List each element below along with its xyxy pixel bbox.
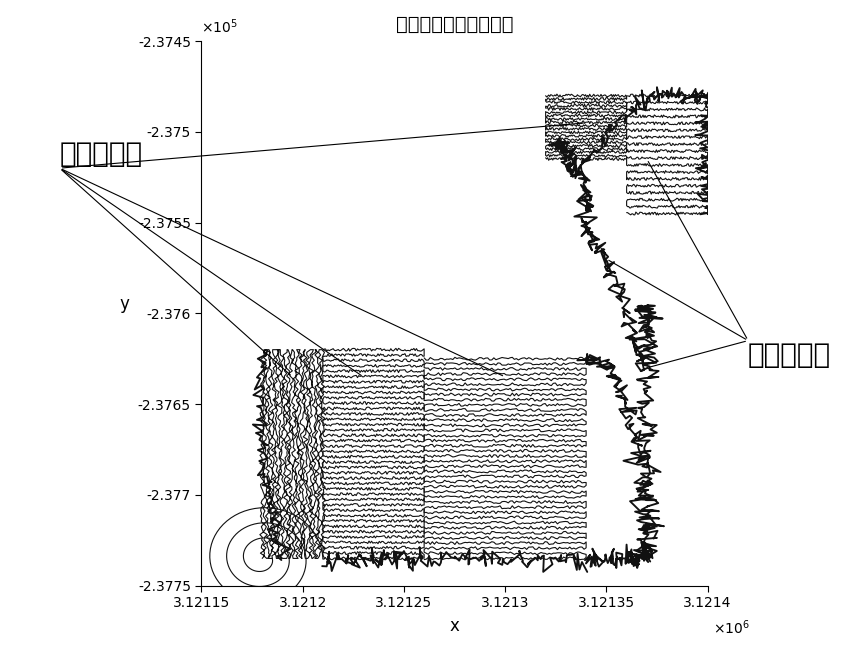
Text: $\times 10^5$: $\times 10^5$	[201, 17, 238, 36]
Text: 行驶路径点: 行驶路径点	[748, 341, 832, 369]
Text: $\times 10^6$: $\times 10^6$	[713, 618, 750, 637]
X-axis label: x: x	[449, 617, 460, 635]
Y-axis label: y: y	[119, 295, 129, 313]
Text: 作业路径点: 作业路径点	[59, 140, 143, 168]
Title: 农机运行轨迹二维图像: 农机运行轨迹二维图像	[396, 15, 514, 34]
